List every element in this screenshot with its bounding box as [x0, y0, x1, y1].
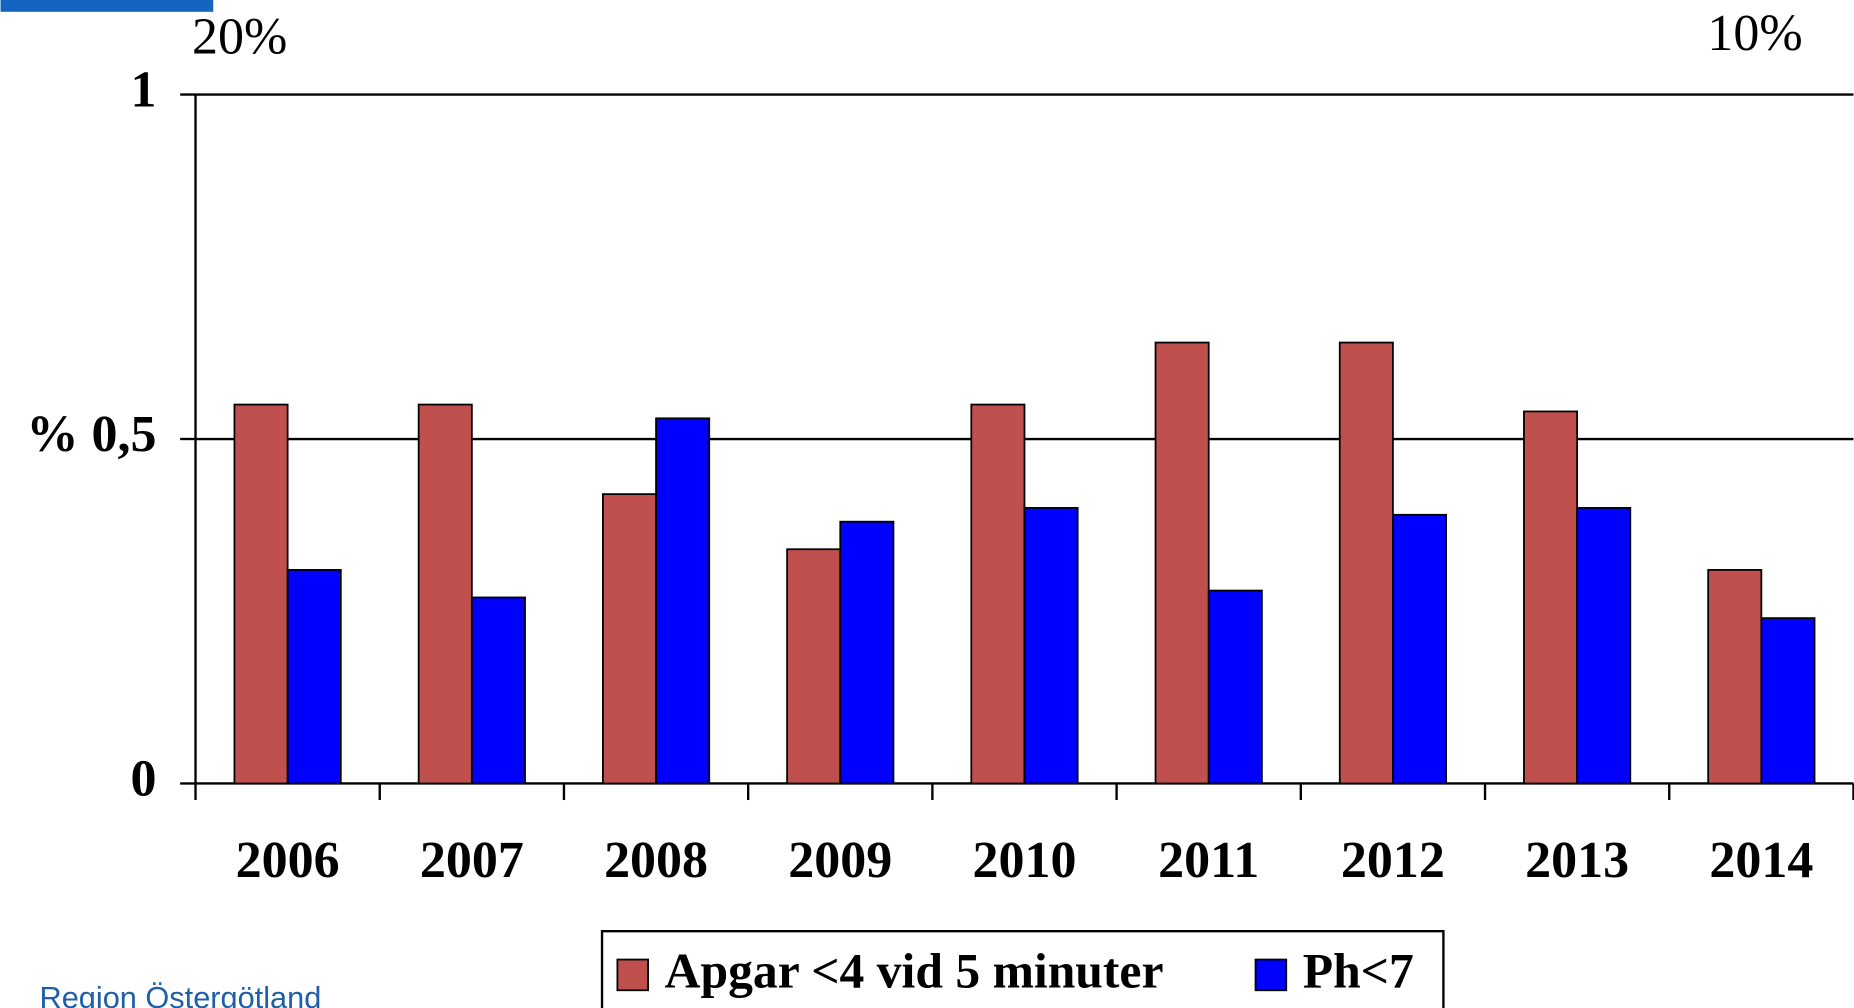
bar [1207, 589, 1263, 785]
bar [970, 403, 1026, 785]
annotation: 20% [192, 8, 287, 65]
x-tick-label: 2011 [1158, 832, 1259, 889]
bar [786, 548, 842, 785]
x-tick-label: 2009 [788, 832, 892, 889]
x-tick-label: 2010 [973, 832, 1077, 889]
x-tick-label: 2008 [604, 832, 708, 889]
bar [233, 403, 289, 785]
legend-label: Apgar <4 vid 5 minuter [665, 943, 1164, 998]
bar [1392, 513, 1447, 785]
bar [601, 493, 657, 785]
bar [1576, 507, 1632, 785]
x-tick-label: 2012 [1341, 832, 1445, 889]
bar [470, 596, 526, 785]
x-tick-label: 2007 [420, 832, 524, 889]
bar [1523, 410, 1579, 785]
bar [839, 520, 895, 785]
legend-label: Ph<7 [1303, 943, 1414, 998]
bar [1707, 569, 1763, 785]
x-tick-label: 2013 [1525, 832, 1629, 889]
footer: Region Östergötland [40, 980, 322, 1008]
y-tick-label: % 0,5 [27, 406, 157, 463]
bar [1760, 617, 1816, 785]
bar [1338, 341, 1394, 785]
bar [1023, 507, 1079, 785]
bar [417, 403, 473, 785]
y-tick-label: 0 [131, 750, 157, 807]
header-bar [0, 0, 214, 12]
x-tick-label: 2006 [236, 832, 340, 889]
x-tick-label: 2014 [1709, 832, 1813, 889]
annotation: 10% [1707, 5, 1802, 62]
bar [286, 569, 342, 785]
legend-swatch [1254, 958, 1288, 992]
bar [655, 417, 711, 785]
legend [600, 930, 1445, 1008]
bar [1154, 341, 1210, 785]
legend-swatch [616, 958, 650, 992]
y-tick-label: 1 [131, 61, 157, 118]
